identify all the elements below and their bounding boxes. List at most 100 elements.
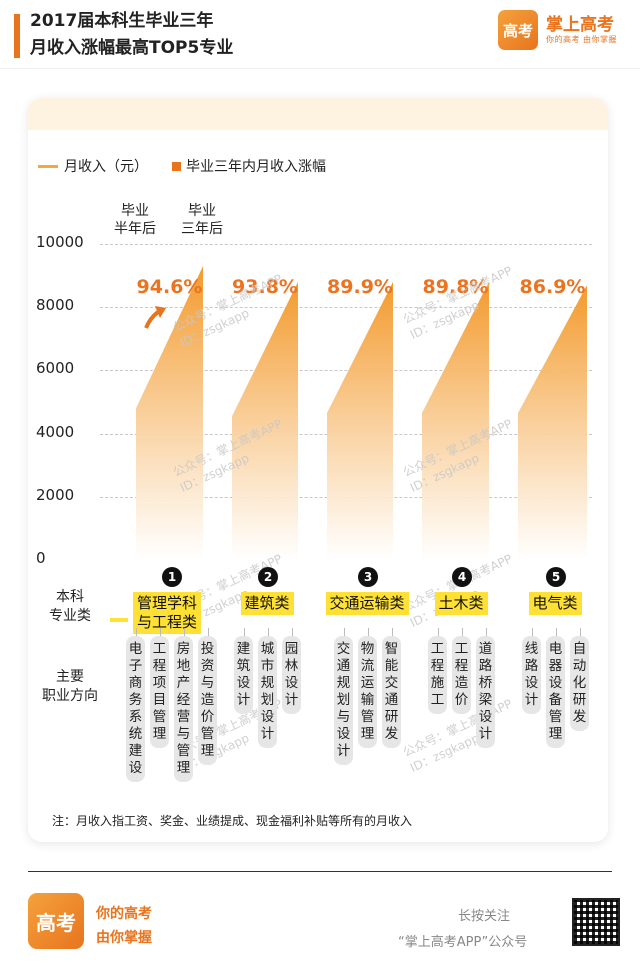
title-line-1: 2017届本科生毕业三年	[30, 11, 214, 31]
connector-line	[580, 628, 581, 636]
job-direction-pill: 工程施工	[428, 636, 447, 714]
connector-line	[292, 628, 293, 636]
growth-arrow-icon	[144, 310, 160, 329]
y-tick-label: 0	[36, 549, 46, 567]
footer-divider	[28, 871, 612, 872]
annotation-three-year-l2: 三年后	[181, 221, 223, 237]
growth-rate-label: 93.8%	[232, 276, 298, 298]
job-direction-pill: 园林设计	[282, 636, 301, 714]
major-category-line: 电气类	[532, 594, 578, 612]
major-category-line: 土木类	[438, 594, 484, 612]
job-direction-pill: 工程造价	[452, 636, 471, 714]
rank-badge: 4	[452, 567, 472, 587]
connector-line	[438, 628, 439, 636]
major-category-line: 与工程类	[137, 613, 198, 631]
income-growth-wedge	[136, 266, 203, 560]
job-direction-pill: 电子商务系统建设	[126, 636, 145, 782]
connector-line	[244, 628, 245, 636]
page-title: 2017届本科生毕业三年 月收入涨幅最高TOP5专业	[30, 8, 233, 62]
connector-line	[208, 628, 209, 636]
job-direction-pill: 建筑设计	[234, 636, 253, 714]
major-category-label: 交通运输类	[325, 592, 409, 615]
footnote: 注：月收入指工资、奖金、业绩提成、现金福利补贴等所有的月收入	[52, 814, 413, 828]
job-direction-pill: 交通规划与设计	[334, 636, 353, 765]
job-direction-pill: 智能交通研发	[382, 636, 401, 748]
connector-line	[136, 628, 137, 636]
rank-badge: 1	[162, 567, 182, 587]
legend-line-swatch	[38, 165, 58, 168]
rank-badge: 2	[258, 567, 278, 587]
job-direction-pill: 工程项目管理	[150, 636, 169, 748]
footer-slogan-1: 你的高考	[96, 906, 152, 922]
major-category-label: 建筑类	[240, 592, 294, 615]
footer-logo-icon: 高考	[28, 893, 84, 949]
rank-badge: 3	[358, 567, 378, 587]
job-direction-pill: 房地产经营与管理	[174, 636, 193, 782]
header-divider	[0, 68, 640, 69]
rank-badge: 5	[546, 567, 566, 587]
y-tick-label: 8000	[36, 296, 75, 315]
job-direction-pill: 线路设计	[522, 636, 541, 714]
y-tick-label: 10000	[36, 233, 84, 251]
connector-line	[556, 628, 557, 636]
job-direction-pill: 物流运输管理	[358, 636, 377, 748]
growth-rate-label: 94.6%	[136, 276, 203, 298]
major-category-label: 土木类	[434, 592, 488, 615]
app-logo-icon: 高考	[498, 10, 538, 50]
annotation-three-year-l1: 毕业	[188, 203, 216, 219]
major-category-side-label: 本科 专业类	[49, 589, 91, 624]
connector-line	[392, 628, 393, 636]
major-category-line: 管理学科	[137, 594, 198, 612]
growth-rate-label: 89.9%	[327, 276, 393, 298]
major-category-label: 电气类	[528, 592, 582, 615]
growth-rate-label: 86.9%	[519, 276, 586, 298]
major-category-line: 建筑类	[244, 594, 290, 612]
income-growth-wedge	[518, 285, 587, 560]
app-logo-slogan: 你的高考 由你掌握	[546, 35, 618, 44]
gridline	[100, 370, 592, 372]
connector-line	[532, 628, 533, 636]
app-logo-name: 掌上高考	[546, 15, 614, 35]
annotation-half-year-l2: 半年后	[114, 221, 156, 237]
side-label-marker	[110, 618, 128, 622]
connector-line	[462, 628, 463, 636]
job-direction-side-label: 主要 职业方向	[42, 669, 98, 704]
y-tick-label: 6000	[36, 359, 75, 378]
annotation-half-year-l1: 毕业	[121, 203, 149, 219]
growth-arrow-head-icon	[155, 306, 166, 318]
income-growth-wedge	[232, 281, 298, 560]
annotation-half-year: 毕业 半年后	[105, 202, 165, 238]
legend-line-label: 月收入（元）	[64, 159, 148, 175]
gridline	[100, 244, 592, 245]
gridline	[100, 307, 592, 309]
connector-line	[344, 628, 345, 636]
income-growth-wedge	[327, 281, 393, 560]
major-category-label: 管理学科 与工程类	[133, 592, 202, 634]
income-growth-wedge	[422, 281, 489, 560]
job-direction-pill: 投资与造价管理	[198, 636, 217, 765]
job-direction-pill: 电器设备管理	[546, 636, 565, 748]
connector-line	[486, 628, 487, 636]
job-direction-pill: 城市规划设计	[258, 636, 277, 748]
annotation-three-year: 毕业 三年后	[172, 202, 232, 238]
connector-line	[268, 628, 269, 636]
title-accent-bar	[14, 14, 20, 58]
qr-code[interactable]	[572, 898, 620, 946]
footer-slogan-2: 由你掌握	[96, 930, 152, 946]
connector-line	[368, 628, 369, 636]
major-category-line: 交通运输类	[329, 594, 405, 612]
y-tick-label: 2000	[36, 485, 75, 504]
footer-account-text: “掌上高考APP”公众号	[398, 935, 528, 950]
job-direction-pill: 道路桥梁设计	[476, 636, 495, 748]
legend-bar-label: 毕业三年内月收入涨幅	[186, 159, 326, 175]
legend-bar-swatch	[172, 162, 181, 171]
title-line-2: 月收入涨幅最高TOP5专业	[30, 38, 234, 58]
growth-rate-label: 89.8%	[422, 276, 489, 298]
chart-card	[28, 98, 608, 842]
y-tick-label: 4000	[36, 422, 75, 441]
connector-line	[160, 628, 161, 636]
footer-follow-text: 长按关注	[458, 909, 511, 924]
job-direction-pill: 自动化研发	[570, 636, 589, 731]
connector-line	[184, 628, 185, 636]
